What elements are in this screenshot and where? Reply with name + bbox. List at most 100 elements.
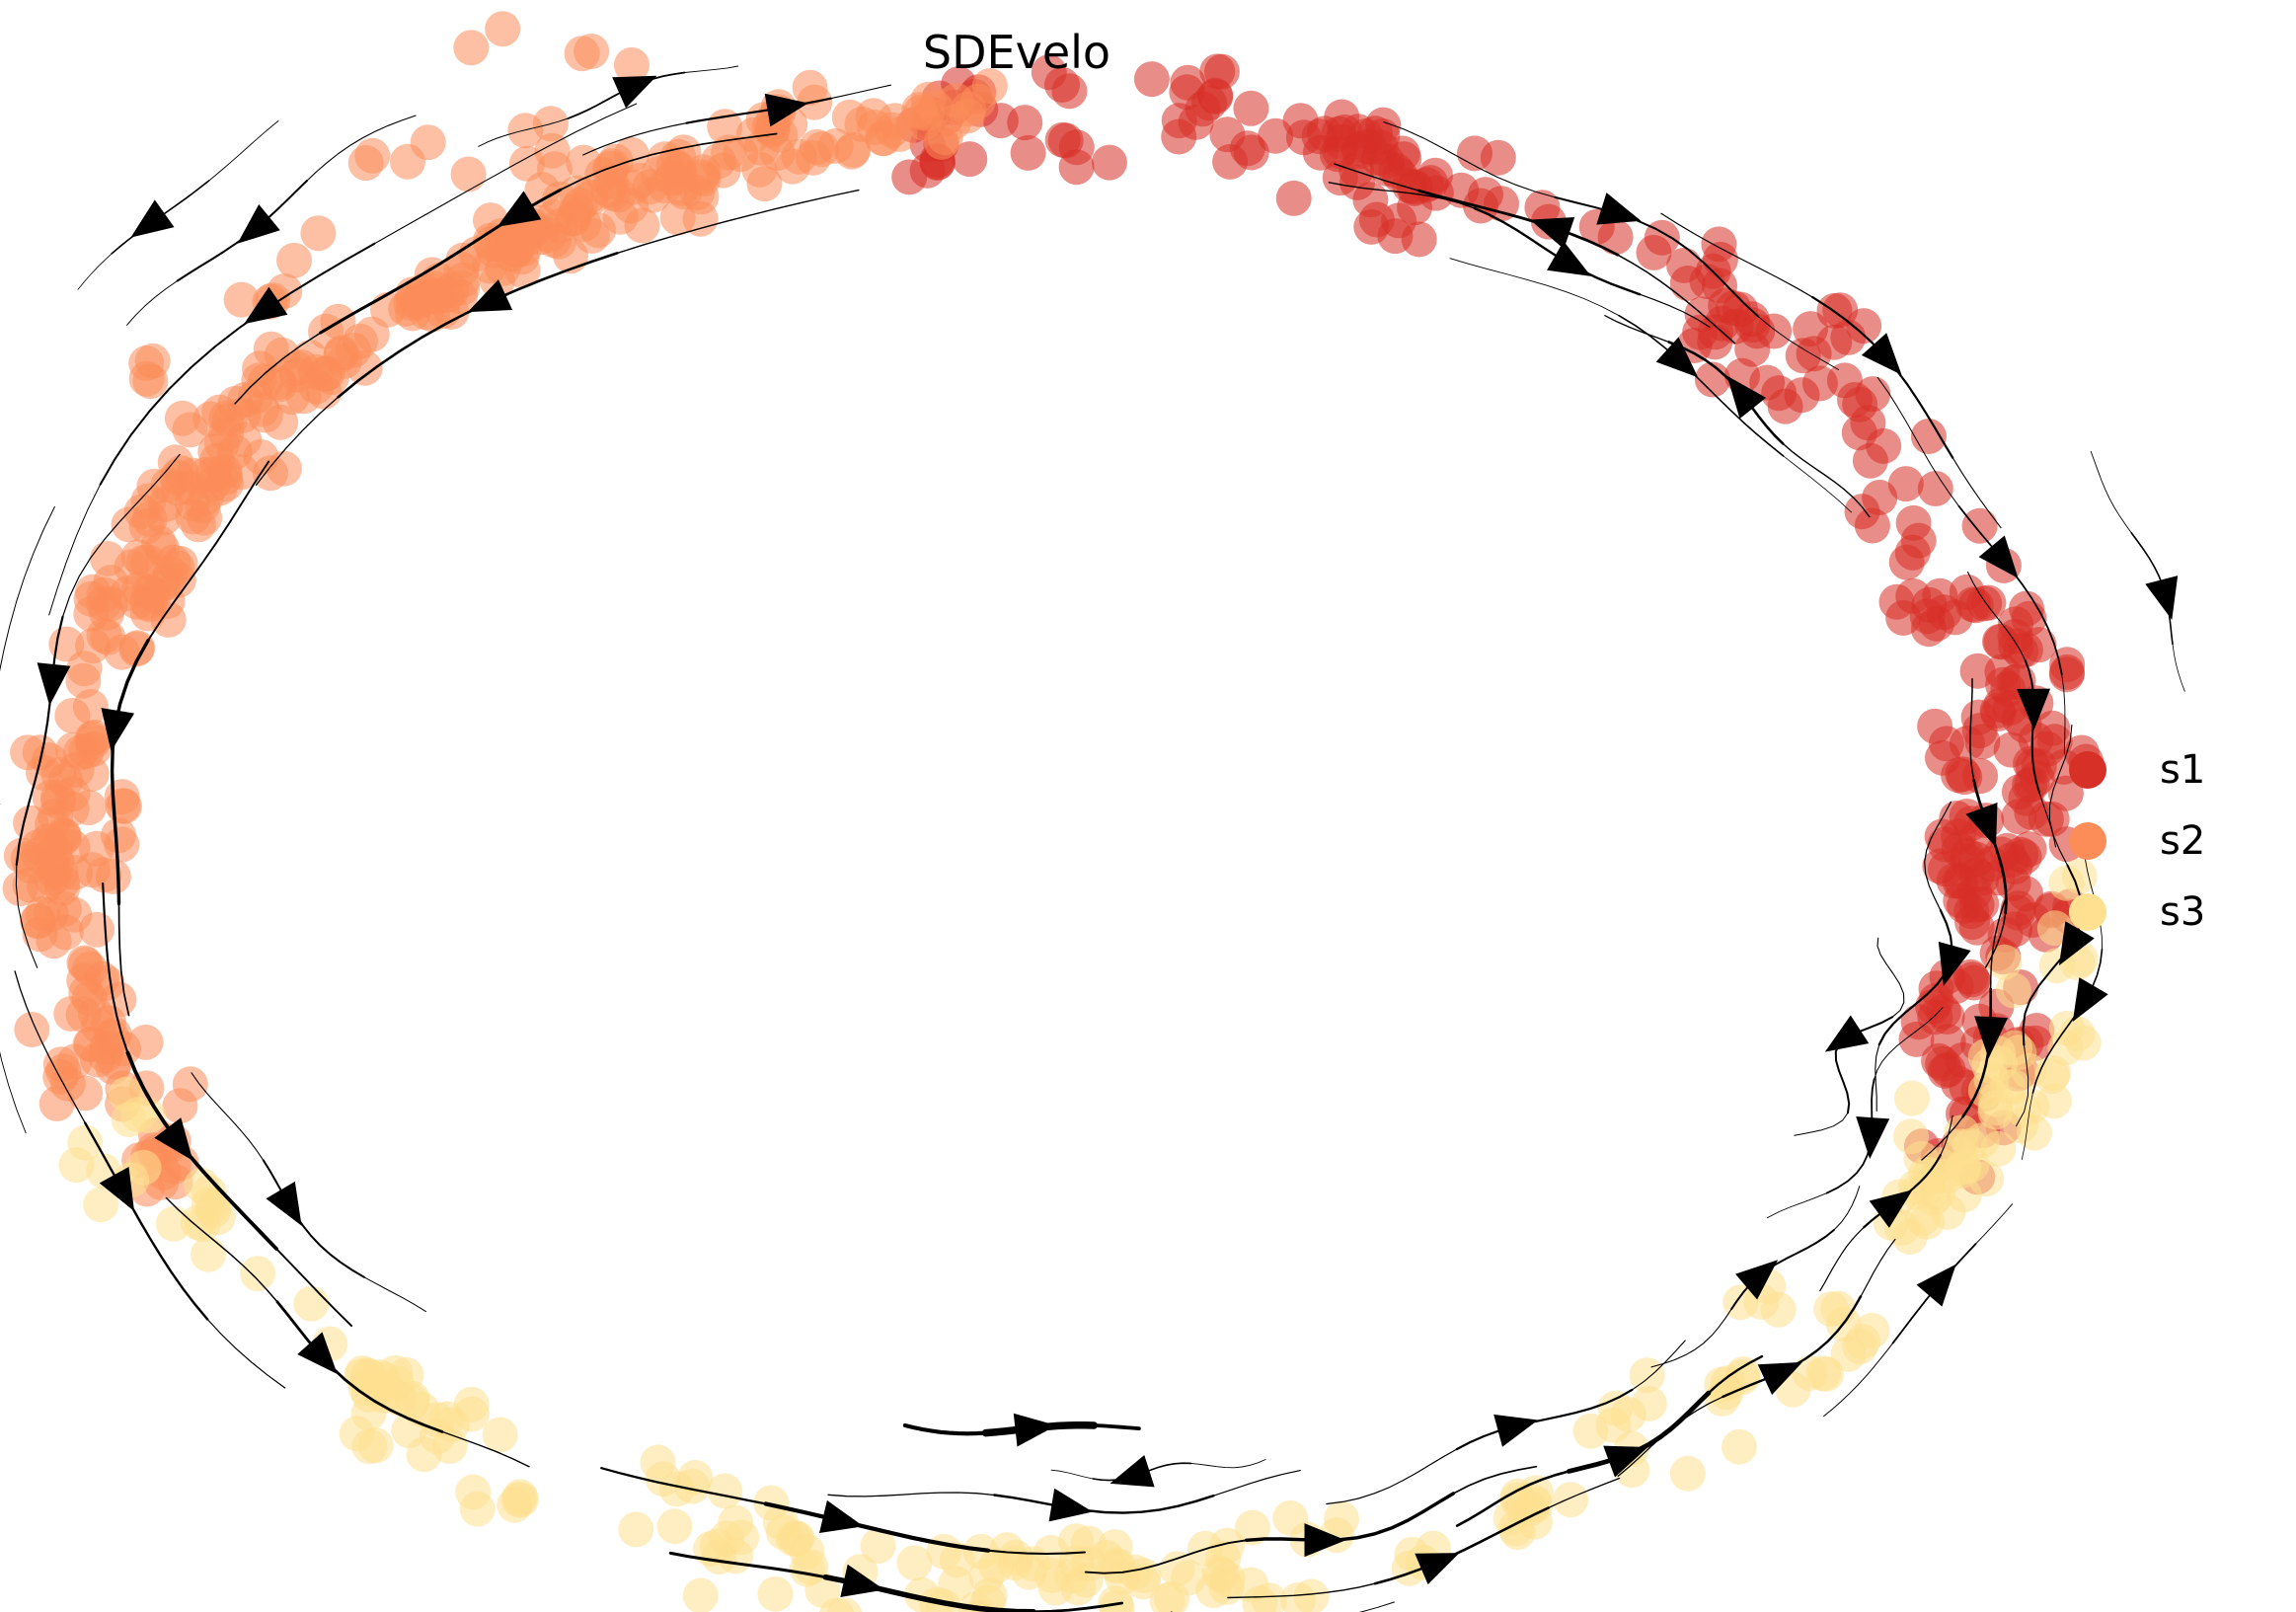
streamline-arrow-icon — [819, 1499, 864, 1533]
streamline — [2048, 725, 2076, 883]
cell-point-s3 — [2005, 1092, 2041, 1128]
cell-point-s2 — [410, 124, 446, 161]
cell-point-s2 — [188, 479, 224, 515]
cell-point-s1 — [1801, 365, 1838, 402]
cell-point-s1 — [1694, 361, 1730, 398]
cell-point-s1 — [1898, 1021, 1935, 1057]
cell-point-s1 — [1091, 144, 1127, 181]
streamline-arrow-icon — [99, 1167, 134, 1211]
streamline — [1957, 504, 2063, 675]
cell-point-s2 — [92, 585, 128, 622]
cell-point-s2 — [253, 331, 289, 367]
streamline-arrow-icon — [130, 199, 175, 238]
streamline-arrow-icon — [297, 1332, 338, 1374]
cell-point-s2 — [273, 379, 310, 416]
cell-point-s1 — [1936, 863, 1972, 899]
streamline — [1416, 189, 1620, 257]
streamline-arrow-icon — [1938, 941, 1971, 986]
cell-point-s2 — [535, 222, 572, 259]
cell-point-s3 — [682, 1577, 719, 1612]
legend: s1 s2 s3 — [2069, 750, 2205, 963]
cell-point-s3 — [1722, 1428, 1757, 1465]
streamline — [1698, 1354, 1764, 1404]
streamline — [478, 114, 578, 147]
cell-point-s1 — [1894, 534, 1931, 571]
streamline-arrow-icon — [1603, 1445, 1648, 1478]
cell-point-s2 — [613, 46, 650, 83]
streamline — [818, 84, 891, 102]
cell-point-s3 — [155, 1205, 191, 1242]
cell-point-s3 — [2001, 1035, 2037, 1070]
streamline — [0, 505, 55, 672]
streamline — [1455, 1466, 1584, 1527]
streamline-arrow-icon — [1110, 1455, 1155, 1488]
streamline — [1326, 1441, 1471, 1505]
streamline — [1924, 801, 1952, 924]
cell-point-s3 — [351, 1428, 388, 1465]
cell-point-s1 — [1169, 74, 1205, 111]
cell-point-s2 — [342, 323, 378, 359]
streamline — [827, 1492, 1014, 1498]
cell-point-s3 — [707, 1473, 743, 1509]
cell-point-s2 — [40, 757, 77, 793]
streamline — [1437, 1465, 1538, 1503]
cell-point-s3 — [1995, 972, 2031, 1009]
cell-point-s2 — [72, 689, 109, 725]
cell-point-s2 — [741, 151, 778, 188]
cell-point-s3 — [2048, 865, 2085, 901]
cell-point-s1 — [2009, 590, 2044, 627]
cell-point-s2 — [938, 83, 974, 118]
cell-point-s1 — [2006, 839, 2042, 875]
legend-swatch-icon — [2069, 751, 2106, 789]
cell-point-s3 — [1234, 1509, 1270, 1546]
cell-point-s2 — [700, 143, 736, 180]
streamline — [1567, 1390, 1712, 1474]
streamline — [2021, 1080, 2037, 1160]
legend-swatch-icon — [2069, 893, 2106, 931]
streamline-arrow-icon — [612, 75, 657, 109]
cell-point-s2 — [134, 343, 171, 379]
cell-point-s3 — [119, 1097, 156, 1132]
streamline-arrow-icon — [1978, 535, 2019, 578]
streamline — [1722, 1295, 1863, 1399]
streamline — [110, 638, 150, 906]
streamline — [2016, 1028, 2029, 1127]
streamline — [200, 120, 279, 188]
streamline — [48, 458, 115, 616]
cell-point-s1 — [1767, 388, 1803, 424]
cell-point-s1 — [1597, 219, 1634, 256]
cell-point-s1 — [1997, 618, 2033, 654]
cell-point-s3 — [1894, 1080, 1930, 1116]
streamline — [1373, 1506, 1550, 1585]
cell-point-s1 — [1987, 917, 2024, 953]
streamline — [14, 970, 96, 1140]
cell-point-s1 — [1837, 382, 1873, 418]
cell-point-s2 — [877, 103, 913, 139]
cell-point-s1 — [1887, 466, 1924, 502]
cell-point-s3 — [1209, 1561, 1246, 1597]
streamline-arrow-icon — [2145, 576, 2179, 620]
cell-point-s3 — [618, 1511, 654, 1548]
cell-point-s3 — [1760, 1291, 1797, 1328]
streamline — [1650, 1299, 1738, 1368]
streamline-arrow-icon — [266, 1181, 302, 1226]
cell-point-s2 — [395, 276, 431, 313]
cell-point-s1 — [1324, 99, 1360, 135]
streamline — [0, 1051, 27, 1134]
streamline — [1730, 1229, 1835, 1311]
cell-point-s3 — [2065, 1025, 2102, 1061]
streamline — [1767, 1187, 1839, 1219]
cell-point-s2 — [47, 914, 84, 951]
streamline-arrow-icon — [2017, 688, 2051, 730]
streamline — [193, 1303, 286, 1389]
cell-point-s2 — [164, 400, 200, 436]
streamline-arrow-icon — [1493, 1414, 1539, 1447]
cell-point-s3 — [240, 1256, 275, 1292]
streamline — [1455, 1388, 1634, 1451]
streamline — [1773, 434, 1871, 518]
streamline — [102, 882, 136, 1073]
streamline-arrow-icon — [154, 1117, 193, 1161]
streamline-arrow-icon — [2072, 977, 2108, 1022]
streamline — [261, 1232, 353, 1328]
